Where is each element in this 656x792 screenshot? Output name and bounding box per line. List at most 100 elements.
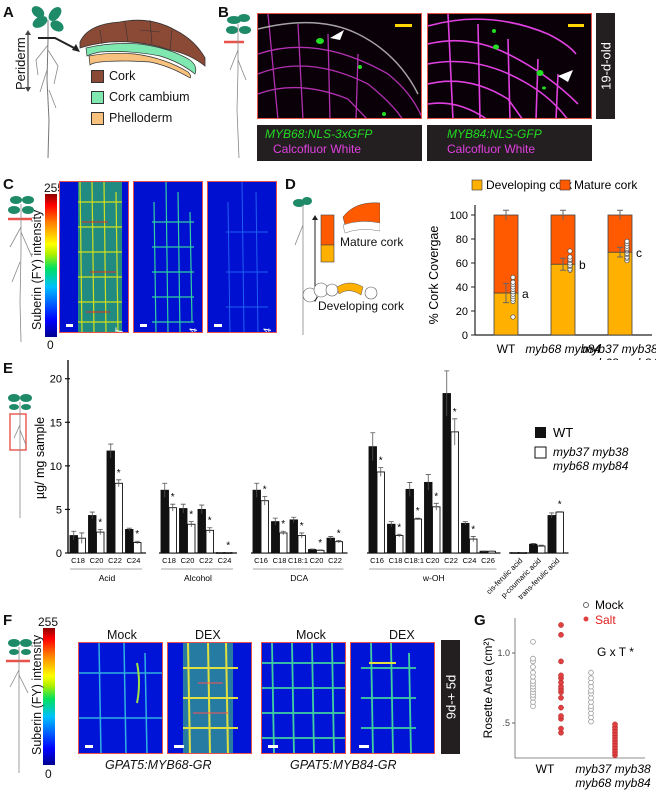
scale-bar: [568, 24, 584, 27]
bar-quad-mutant: [260, 500, 269, 554]
colorbar-title: Suberin (FY) intensity: [30, 634, 44, 755]
bar-wt: [442, 393, 451, 554]
bar-wt: [197, 508, 206, 554]
error-bar: [170, 503, 176, 512]
point-mock: [530, 664, 536, 670]
scale-bar: [140, 324, 147, 327]
point-salt: [558, 622, 564, 628]
error-bar: [407, 482, 413, 497]
group-label: w-OH: [422, 573, 445, 583]
significance-star: *: [379, 456, 383, 467]
scale-bar: [395, 24, 412, 27]
seedling-icon: [8, 196, 34, 343]
panel-letter-f: F: [3, 612, 13, 629]
developing-cork-cells: [302, 282, 378, 303]
caption-line-gfp: MYB84:NLS-GFP: [447, 127, 542, 141]
micrograph-myb84-gfp: [427, 13, 592, 119]
significance-star: *: [117, 468, 121, 479]
significance-letter: b: [579, 258, 586, 272]
significance-star: *: [98, 517, 102, 528]
x-category-label: WT: [497, 342, 516, 356]
x-category-label: C20: [181, 556, 195, 565]
error-bar: [207, 527, 213, 533]
seedling-icon: [6, 639, 32, 773]
error-bar: [530, 543, 536, 546]
bar-quad-mutant: [537, 545, 546, 554]
panel-letter-a: A: [3, 4, 14, 21]
x-category-label: myb37 myb38: [582, 342, 656, 356]
error-bar: [97, 529, 103, 535]
x-category-label: C24: [127, 556, 141, 565]
micrograph-myb68-myb84: myb68 myb84: [133, 181, 203, 333]
colorbar-max-label: 255: [38, 615, 59, 629]
error-bar: [309, 548, 315, 550]
y-axis-label: µg/ mg sample: [33, 417, 47, 499]
bar-quad-mutant: [376, 471, 385, 554]
error-bar: [280, 530, 286, 535]
x-category-label: C18: [389, 556, 403, 565]
caption-myb68: MYB68:NLS-3xGFP Calcofluor White: [257, 125, 422, 161]
y-tick-label: 0: [56, 548, 62, 560]
bar-wt: [125, 529, 134, 554]
y-tick-label: 60: [456, 258, 468, 270]
point-salt: [558, 704, 564, 711]
x-category-label: C20: [310, 556, 324, 565]
x-category-label: C18:1: [404, 556, 424, 565]
genotype-label-wt: WT: [114, 328, 126, 332]
significance-star: *: [434, 491, 438, 502]
legend-swatch-developing-cork: [471, 179, 483, 191]
point-mock: [530, 655, 536, 662]
caption-line-calcofluor: Calcofluor White: [447, 142, 536, 156]
schematic-label-developing: Developing cork: [318, 299, 405, 313]
bar-quad-mutant: [114, 482, 123, 554]
y-tick-label: 1.0: [497, 648, 510, 658]
error-bar: [328, 536, 334, 540]
point-mock: [530, 638, 536, 645]
bar-developing-cork: [550, 263, 576, 336]
y-axis-label: Rosette Area (cm²): [481, 638, 495, 739]
legend-label-salt: Salt: [595, 613, 616, 627]
x-category-label: WT: [536, 762, 555, 776]
legend-label-mock: Mock: [595, 598, 625, 612]
panel-a-schematic: [25, 6, 206, 159]
y-tick-label: 100: [450, 210, 468, 222]
treatment-label-dex-2: DEX: [389, 628, 415, 642]
bar-wt: [88, 515, 97, 554]
y-tick-label: 40: [456, 282, 468, 294]
legend-label-cork-cambium: Cork cambium: [109, 90, 190, 104]
significance-star: *: [300, 521, 304, 532]
colorbar-min-label: 0: [45, 767, 52, 781]
legend-swatch-wt: [535, 427, 546, 438]
arrowhead-icon: [558, 70, 573, 82]
group-label: DCA: [290, 573, 308, 583]
x-category-label: C22: [444, 556, 458, 565]
error-bar: [254, 482, 260, 498]
x-category-label: C24: [463, 556, 477, 565]
group-label: Alcohol: [184, 573, 212, 583]
arrowhead-icon: [330, 30, 344, 40]
bar-wt: [529, 543, 538, 554]
age-tag-9d-5d: 9d-+ 5d: [441, 640, 460, 754]
significance-letter: a: [522, 287, 529, 301]
caption-line-gfp: MYB68:NLS-3xGFP: [265, 127, 373, 141]
x-category-label: C22: [199, 556, 213, 565]
significance-star: *: [453, 407, 457, 418]
point-salt: [558, 725, 564, 732]
legend-label-cork: Cork: [109, 69, 136, 83]
bar-wt: [160, 489, 169, 554]
point-salt: [558, 632, 564, 638]
y-tick-label: 15: [50, 417, 62, 429]
bar-wt: [547, 515, 556, 554]
age-tag-19d: 19-d-old: [596, 13, 615, 119]
micrograph-myb68-gfp: [257, 13, 422, 119]
error-bar-mature: [617, 209, 623, 220]
error-bar-mature: [503, 209, 509, 220]
bar-quad-mutant: [450, 431, 459, 554]
colorbar: [43, 628, 55, 765]
y-tick-label: .5: [502, 718, 510, 728]
point-salt: [558, 658, 564, 665]
seedling-icon: [31, 6, 64, 159]
data-point: [510, 314, 516, 320]
scale-bar: [85, 745, 93, 748]
panel-letter-g: G: [474, 612, 486, 629]
